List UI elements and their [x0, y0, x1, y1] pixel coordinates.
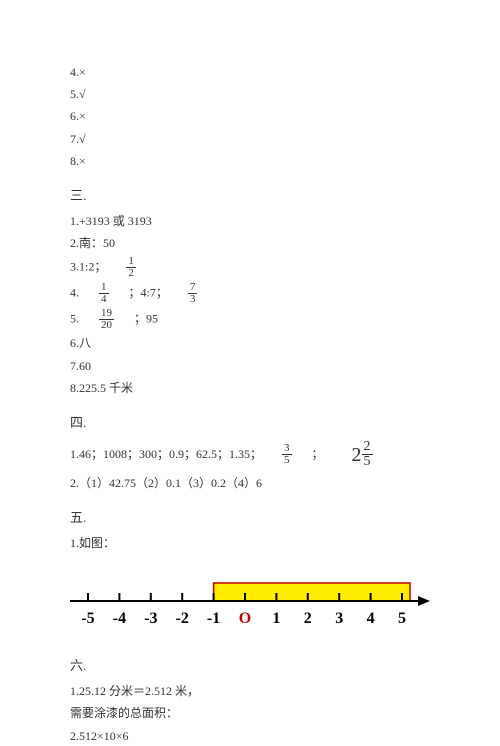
- text: 5.: [70, 312, 79, 326]
- fraction: 1 4: [99, 282, 109, 305]
- list-item: 4.×: [70, 63, 430, 82]
- section-3-head: 三.: [70, 185, 430, 204]
- text: ；: [312, 447, 324, 461]
- answer-line: 2.（1）42.75（2）0.1（3）0.2（4）6: [70, 474, 430, 493]
- svg-text:-3: -3: [144, 610, 157, 627]
- list-item: 8.×: [70, 152, 430, 171]
- answer-line: 6.八: [70, 334, 430, 353]
- answer-line: 1.25.12 分米＝2.512 米，: [70, 682, 430, 701]
- answer-line: 3.1:2； 1 2: [70, 256, 430, 279]
- number-line-figure: -5 -4 -3 -2 -1 O 1 2 3 4 5: [70, 571, 430, 641]
- svg-text:5: 5: [398, 610, 406, 627]
- section-6-head: 六.: [70, 655, 430, 674]
- svg-text:2: 2: [304, 610, 312, 627]
- text: 4.: [70, 286, 79, 300]
- answer-line: 1.+3193 或 3193: [70, 212, 430, 231]
- answer-line: 2.512×10×6: [70, 727, 430, 746]
- answer-line: 需要涂漆的总面积：: [70, 704, 430, 723]
- answer-line: 8.225.5 千米: [70, 379, 430, 398]
- answer-line: 4. 1 4 ；4:7； 7 3: [70, 282, 430, 305]
- svg-text:4: 4: [367, 610, 375, 627]
- svg-text:-1: -1: [207, 610, 220, 627]
- answer-line: 1.46；1008；300；0.9；62.5；1.35； 3 5 ； 2 2 5: [70, 439, 430, 471]
- answer-line: 7.60: [70, 357, 430, 376]
- top-list: 4.× 5.√ 6.× 7.√ 8.×: [70, 63, 430, 171]
- mixed-whole: 2: [352, 444, 362, 466]
- number-line-svg: -5 -4 -3 -2 -1 O 1 2 3 4 5: [70, 571, 430, 641]
- svg-text:O: O: [239, 610, 251, 627]
- fraction: 1 2: [126, 256, 136, 279]
- answer-line: 1.如图：: [70, 534, 430, 553]
- svg-text:-4: -4: [113, 610, 126, 627]
- text: ；4:7；: [129, 286, 168, 300]
- svg-text:3: 3: [335, 610, 343, 627]
- section-4-head: 四.: [70, 412, 430, 431]
- fraction: 2 5: [362, 440, 373, 469]
- svg-text:1: 1: [272, 610, 280, 627]
- text: ；95: [134, 312, 158, 326]
- text: 1.46；1008；300；0.9；62.5；1.35；: [70, 447, 262, 461]
- answer-line: 2.南：50: [70, 234, 430, 253]
- svg-text:-2: -2: [176, 610, 189, 627]
- answer-line: 5. 19 20 ；95: [70, 308, 430, 331]
- svg-text:-5: -5: [81, 610, 94, 627]
- list-item: 7.√: [70, 130, 430, 149]
- list-item: 5.√: [70, 85, 430, 104]
- list-item: 6.×: [70, 107, 430, 126]
- fraction: 7 3: [188, 282, 198, 305]
- fraction: 19 20: [99, 308, 114, 331]
- text: 3.1:2；: [70, 260, 106, 274]
- fraction: 3 5: [282, 443, 292, 466]
- section-5-head: 五.: [70, 507, 430, 526]
